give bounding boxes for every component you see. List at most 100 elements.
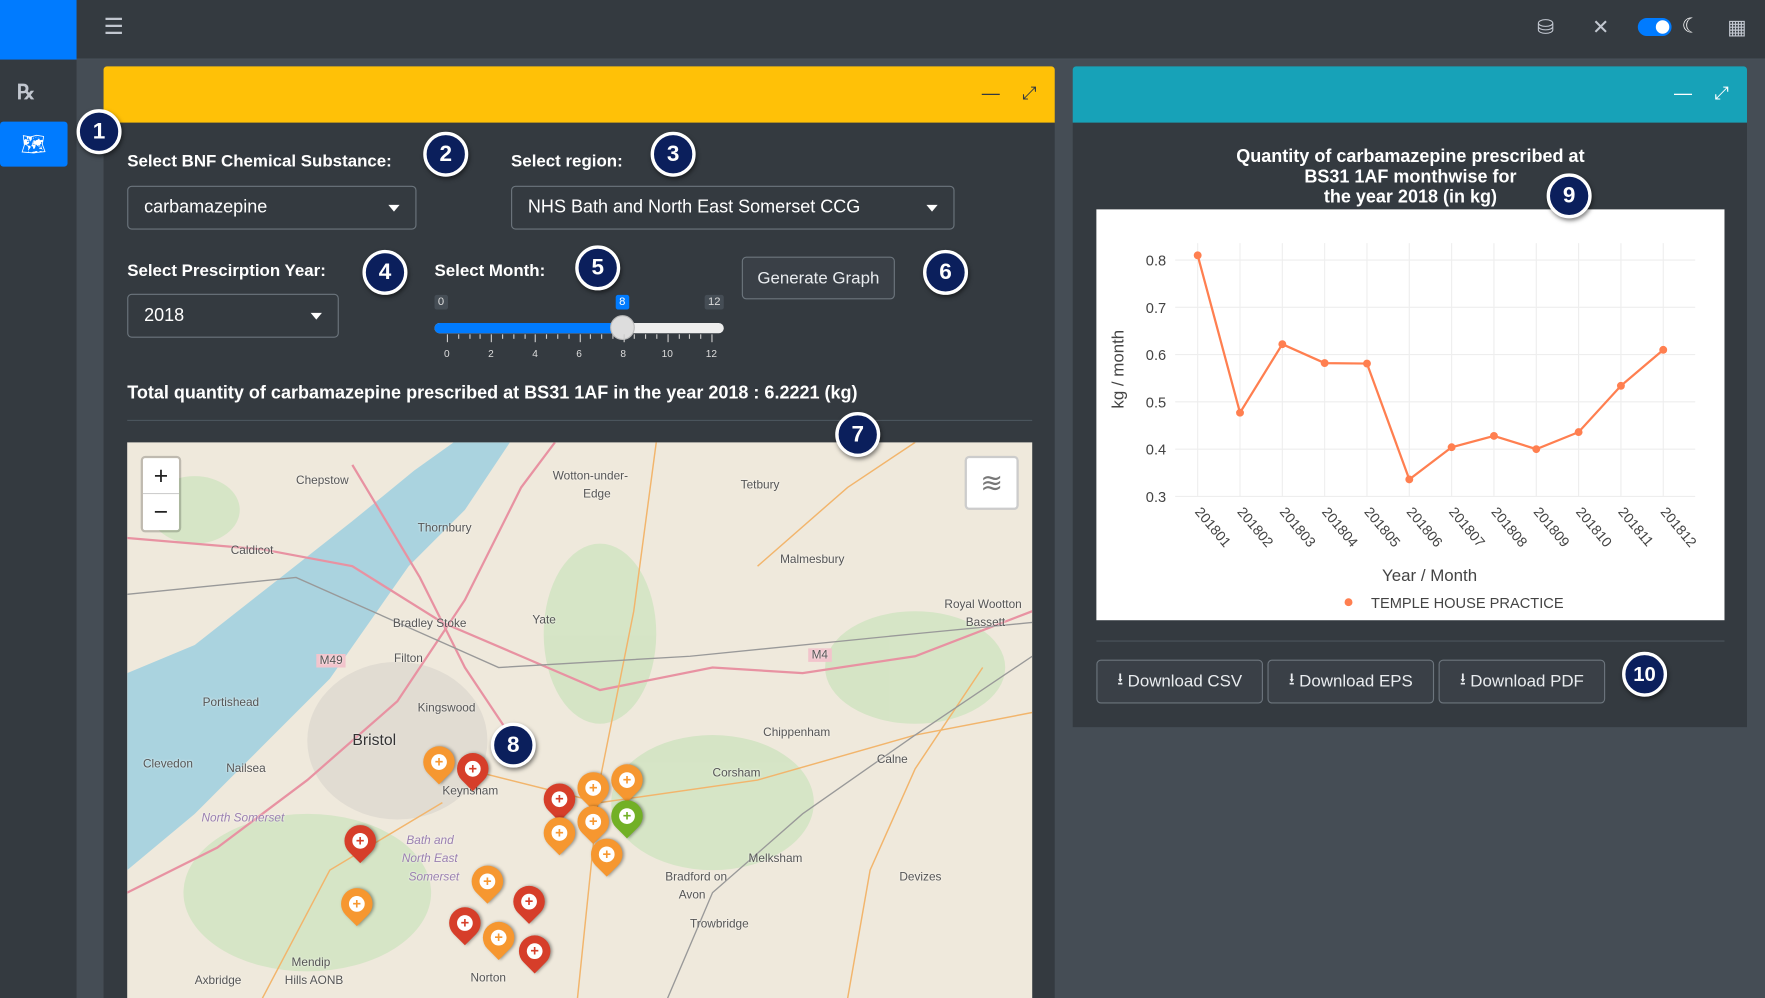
slider-tick (689, 334, 691, 339)
x-tick-label: 201806 (1404, 504, 1447, 550)
series-line (1196, 255, 1664, 482)
place-label: Avon (678, 888, 706, 902)
place-label: North Somerset (201, 811, 285, 826)
x-axis-title: Year / Month (1382, 566, 1477, 585)
plus-icon: + (585, 779, 602, 796)
expand-icon[interactable]: ⤢ (1022, 84, 1037, 104)
minimize-icon[interactable]: — (981, 84, 1000, 104)
region-label: Select region: (511, 151, 623, 172)
plus-icon: + (585, 813, 602, 830)
annotation-badge: 7 (835, 411, 881, 458)
place-label: Bradley Stoke (392, 616, 467, 631)
slider-tick (579, 334, 581, 343)
slider-tick (513, 334, 515, 339)
download-icon: ⭳ (1459, 669, 1466, 689)
month-slider-track[interactable] (434, 323, 724, 334)
y-tick-label: 0.7 (1146, 301, 1166, 317)
region-select[interactable]: NHS Bath and North East Somerset CCG (511, 185, 955, 230)
top-navbar (0, 0, 1765, 60)
plus-icon: + (352, 832, 369, 849)
layers-icon: ≋ (980, 467, 1003, 499)
download-eps-button[interactable]: ⭳ Download EPS (1267, 659, 1435, 704)
slider-tick (656, 334, 658, 339)
apps-grid-icon[interactable]: ▦ (1727, 15, 1747, 39)
place-label: Trowbridge (690, 917, 749, 931)
slider-tick (678, 334, 680, 339)
sidebar-item-map[interactable]: 🗺 (0, 121, 68, 167)
y-tick-label: 0.4 (1146, 443, 1166, 459)
slider-tick (568, 334, 570, 339)
place-label: Somerset (408, 870, 460, 884)
plus-icon: + (551, 824, 568, 841)
compress-icon[interactable]: ✕ (1592, 15, 1610, 39)
plus-icon: + (348, 895, 365, 912)
plus-icon: + (619, 807, 635, 824)
dark-mode-toggle[interactable] (1637, 18, 1672, 37)
prescription-icon[interactable]: ℞ (16, 81, 35, 104)
place-label: Filton (393, 651, 423, 666)
hamburger-icon[interactable]: ☰ (103, 14, 124, 40)
slider-min-label: 0 (434, 294, 448, 310)
slider-tick-label: 8 (620, 347, 627, 360)
place-label: Tetbury (740, 478, 780, 492)
place-label: M49 (316, 653, 347, 668)
map[interactable]: Chepstow Wotton-under- Edge Tetbury Thornbur… (127, 442, 1033, 998)
month-slider-handle[interactable] (610, 315, 635, 340)
download-csv-button[interactable]: ⭳ Download CSV (1096, 659, 1263, 704)
chart-title-line: BS31 1AF monthwise for (1304, 167, 1517, 187)
data-point (1616, 381, 1625, 390)
brand-logo[interactable] (0, 0, 77, 60)
download-icon: ⭳ (1117, 669, 1124, 689)
generate-graph-button[interactable]: Generate Graph (741, 256, 895, 300)
data-point (1490, 431, 1498, 440)
minimize-icon[interactable]: — (1674, 84, 1693, 104)
slider-tick-label: 6 (576, 347, 582, 360)
place-label: Bristol (352, 730, 397, 749)
place-label: Bassett (965, 615, 1006, 630)
divider (127, 419, 1033, 421)
download-eps-label: Download EPS (1299, 672, 1413, 692)
expand-icon[interactable]: ⤢ (1714, 84, 1729, 104)
map-icon: 🗺 (20, 132, 47, 155)
place-label: Norton (470, 971, 506, 985)
slider-tick (457, 334, 460, 339)
slider-tick-label: 4 (532, 347, 538, 360)
y-tick-label: 0.8 (1146, 254, 1166, 270)
place-label: Mendip (291, 955, 331, 970)
download-csv-label: Download CSV (1127, 672, 1243, 692)
year-select[interactable]: 2018 (127, 293, 339, 338)
zoom-in-button[interactable]: + (142, 458, 179, 495)
plus-icon: + (521, 893, 537, 910)
place-label: Portishead (202, 695, 260, 710)
annotation-badge: 10 (1622, 651, 1668, 697)
slider-tick (634, 334, 636, 339)
place-label: Caldicot (230, 543, 274, 558)
zoom-out-button[interactable]: − (142, 494, 179, 531)
download-pdf-label: Download PDF (1470, 672, 1584, 692)
place-label: Kingswood (417, 701, 476, 715)
legend-marker (1344, 598, 1353, 607)
layers-control[interactable]: ≋ (964, 455, 1019, 510)
download-pdf-button[interactable]: ⭳ Download PDF (1438, 659, 1606, 704)
slider-tick (590, 334, 592, 339)
x-tick-label: 201801 (1192, 504, 1235, 550)
annotation-badge: 2 (423, 131, 469, 177)
place-label: Hills AONB (284, 973, 344, 988)
place-label: Wotton-under- (552, 469, 629, 483)
slider-tick (468, 334, 471, 339)
place-label: Thornbury (417, 521, 472, 535)
database-icon[interactable]: ⛁ (1537, 15, 1554, 39)
data-point (1574, 428, 1583, 437)
x-tick-label: 201804 (1319, 504, 1362, 550)
place-label: Nailsea (226, 762, 266, 776)
chevron-down-icon (388, 204, 400, 212)
data-point (1659, 345, 1668, 354)
slider-tick-label: 12 (705, 347, 718, 360)
place-label: Keynsham (442, 784, 499, 799)
year-value: 2018 (144, 305, 185, 325)
slider-tick (557, 334, 559, 339)
slider-tick (546, 334, 548, 339)
plus-icon: + (431, 753, 447, 770)
substance-select[interactable]: carbamazepine (127, 185, 417, 230)
